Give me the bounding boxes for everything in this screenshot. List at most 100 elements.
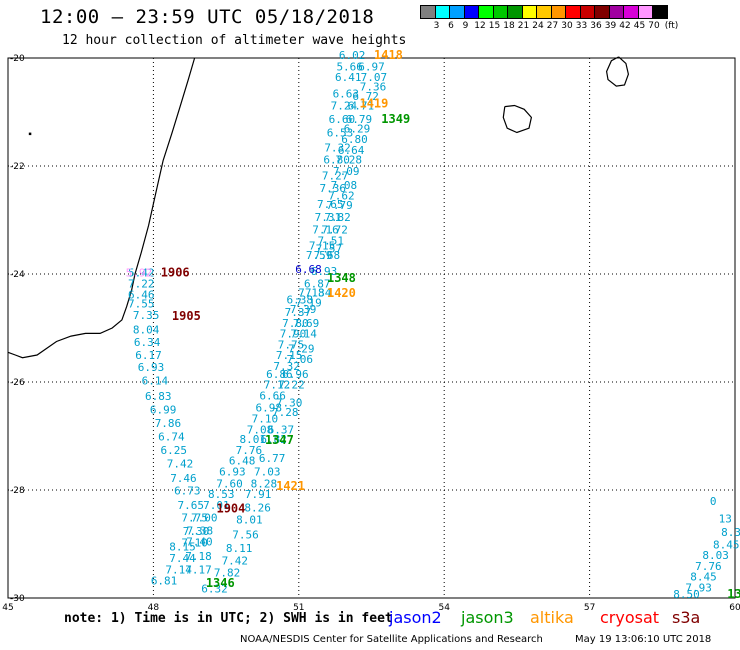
wave-height-value: 6.82 (260, 433, 287, 446)
wave-height-value: 6.41 (335, 71, 362, 84)
legend-label: 36 (590, 21, 602, 31)
color-legend: 3 6 9 12 15 18 21 24 27 30 33 36 39 42 45 70 (ft) (420, 5, 679, 31)
wave-height-value: 7.28 (272, 406, 299, 419)
footer-credit: NOAA/NESDIS Center for Satellite Applica… (240, 634, 543, 645)
wave-height-value: 13 (719, 512, 732, 525)
wave-height-value: 8.45 (713, 538, 740, 551)
wave-height-value: 8.28 (251, 477, 278, 490)
wave-height-value: 7.57 (316, 242, 343, 255)
wave-height-value: 7.32 (324, 141, 351, 154)
pass-time-label: 1420 (327, 286, 356, 300)
wave-height-value: 5.92 (126, 267, 153, 280)
legend-label: 27 (546, 21, 559, 31)
legend-label: 30 (561, 21, 573, 31)
wave-height-value: 7.15 (276, 349, 303, 362)
wave-height-value: 7.01 (203, 499, 230, 512)
wave-height-value: 7.17 (185, 564, 212, 577)
wave-height-value: 8.15 (169, 540, 196, 553)
legend-label: 12 (474, 21, 486, 31)
pass-time-label: 1905 (172, 309, 201, 323)
wave-height-value: 7.93 (685, 582, 712, 595)
wave-height-value: 8.50 (673, 588, 700, 601)
wave-height-value: 7.00 (191, 511, 218, 524)
wave-height-value: 6.93 (138, 361, 165, 374)
wave-height-value: 6.53 (327, 126, 354, 139)
legend-unit: (ft) (664, 21, 679, 31)
wave-height-value: 6.68 (295, 263, 322, 276)
wave-height-value: 7.18 (185, 550, 212, 563)
x-tick-label: 57 (584, 603, 595, 613)
wave-height-value: 6.99 (150, 403, 177, 416)
wave-height-value: 6.32 (201, 583, 228, 596)
wave-height-value: 7.09 (333, 165, 360, 178)
footer-timestamp: May 19 13:06:10 UTC 2018 (575, 634, 712, 645)
wave-height-value: 6.98 (256, 402, 283, 415)
wave-height-value: 7.80 (282, 317, 309, 330)
pass-time-label: 1906 (161, 266, 190, 280)
wave-height-value: 6.60 (329, 113, 356, 126)
wave-height-value: 7.38 (187, 524, 214, 537)
wave-height-value: 6.72 (352, 90, 379, 103)
legend-label: 45 (633, 21, 646, 31)
pass-time-label: 1346 (206, 576, 235, 590)
pass-time-label: 1421 (276, 479, 305, 493)
wave-height-value: 6.79 (346, 113, 373, 126)
wave-height-value: 8.53 (208, 488, 235, 501)
wave-height-value: 7.22 (278, 378, 305, 391)
legend-label: 39 (604, 21, 617, 31)
wave-height-value: 6.66 (259, 389, 286, 402)
wave-height-value: 6.46 (128, 288, 155, 301)
wave-height-value: 8.3 (721, 526, 740, 539)
wave-height-value: 6.96 (282, 368, 309, 381)
wave-height-value: 7.79 (326, 199, 353, 212)
wave-height-value: 7.31 (315, 211, 342, 224)
coastline-reunion (502, 104, 533, 134)
wave-height-value: 0 (710, 495, 717, 508)
wave-height-value: 7.72 (321, 224, 348, 237)
wave-height-value: 7.82 (214, 566, 241, 579)
legend-label: 9 (462, 21, 469, 31)
wave-height-value: 7.36 (319, 182, 346, 195)
pass-time-label: 1419 (359, 97, 388, 111)
wave-height-value: 7.10 (181, 537, 208, 550)
wave-height-value: 6.80 (341, 133, 368, 146)
legend-labels: 3 6 9 12 15 18 21 24 27 30 33 36 39 42 45 70 (ft) (421, 19, 679, 31)
wave-height-value: 8.03 (702, 549, 729, 562)
map-frame (7, 57, 736, 599)
wave-height-value: 7.62 (328, 189, 355, 202)
wave-height-value: 7.24 (331, 99, 358, 112)
y-tick-label: -26 (10, 378, 25, 388)
wave-height-value: 7.30 (276, 396, 303, 409)
wave-height-value: 6.29 (344, 123, 371, 136)
map-title: 12:00 – 23:59 UTC 05/18/2018 (40, 6, 375, 28)
wave-height-value: 7.08 (331, 179, 358, 192)
wave-height-value: 7.75 (278, 339, 305, 352)
wave-height-value: 7.39 (290, 303, 317, 316)
wave-height-value: 8.01 (236, 513, 263, 526)
wave-height-value: 5.66 (336, 60, 363, 73)
pass-time-label: 1349 (381, 112, 410, 126)
wave-height-value: 6.87 (304, 278, 331, 291)
wave-height-value: 8.01 (240, 433, 267, 446)
legend-label: 15 (488, 21, 501, 31)
pass-time-label: 1904 (216, 502, 245, 516)
islet (28, 132, 32, 136)
wave-height-value: 7.86 (155, 417, 182, 430)
wave-height-value: 6.25 (161, 444, 188, 457)
wave-height-value: 7.19 (295, 296, 322, 309)
y-tick-label: -24 (10, 270, 25, 280)
wave-height-value: 7.42 (167, 457, 194, 470)
legend-label: 21 (517, 21, 530, 31)
note-text: note: 1) Time is in UTC; 2) SWH is in fe… (64, 611, 393, 626)
legend-swatches (420, 5, 668, 19)
legend-label: 24 (532, 21, 544, 31)
wave-height-value: 6.48 (229, 455, 256, 468)
wave-height-value: 6.77 (259, 452, 286, 465)
wave-height-value: 7.90 (280, 328, 307, 341)
wave-height-value: 7.16 (312, 224, 339, 237)
wave-height-value: 8.26 (244, 502, 271, 515)
pass-time-label: 1348 (327, 271, 356, 285)
legend-swatch (652, 5, 668, 19)
pass-time-label: 1418 (374, 48, 403, 62)
wave-height-value: 7.12 (264, 378, 291, 391)
